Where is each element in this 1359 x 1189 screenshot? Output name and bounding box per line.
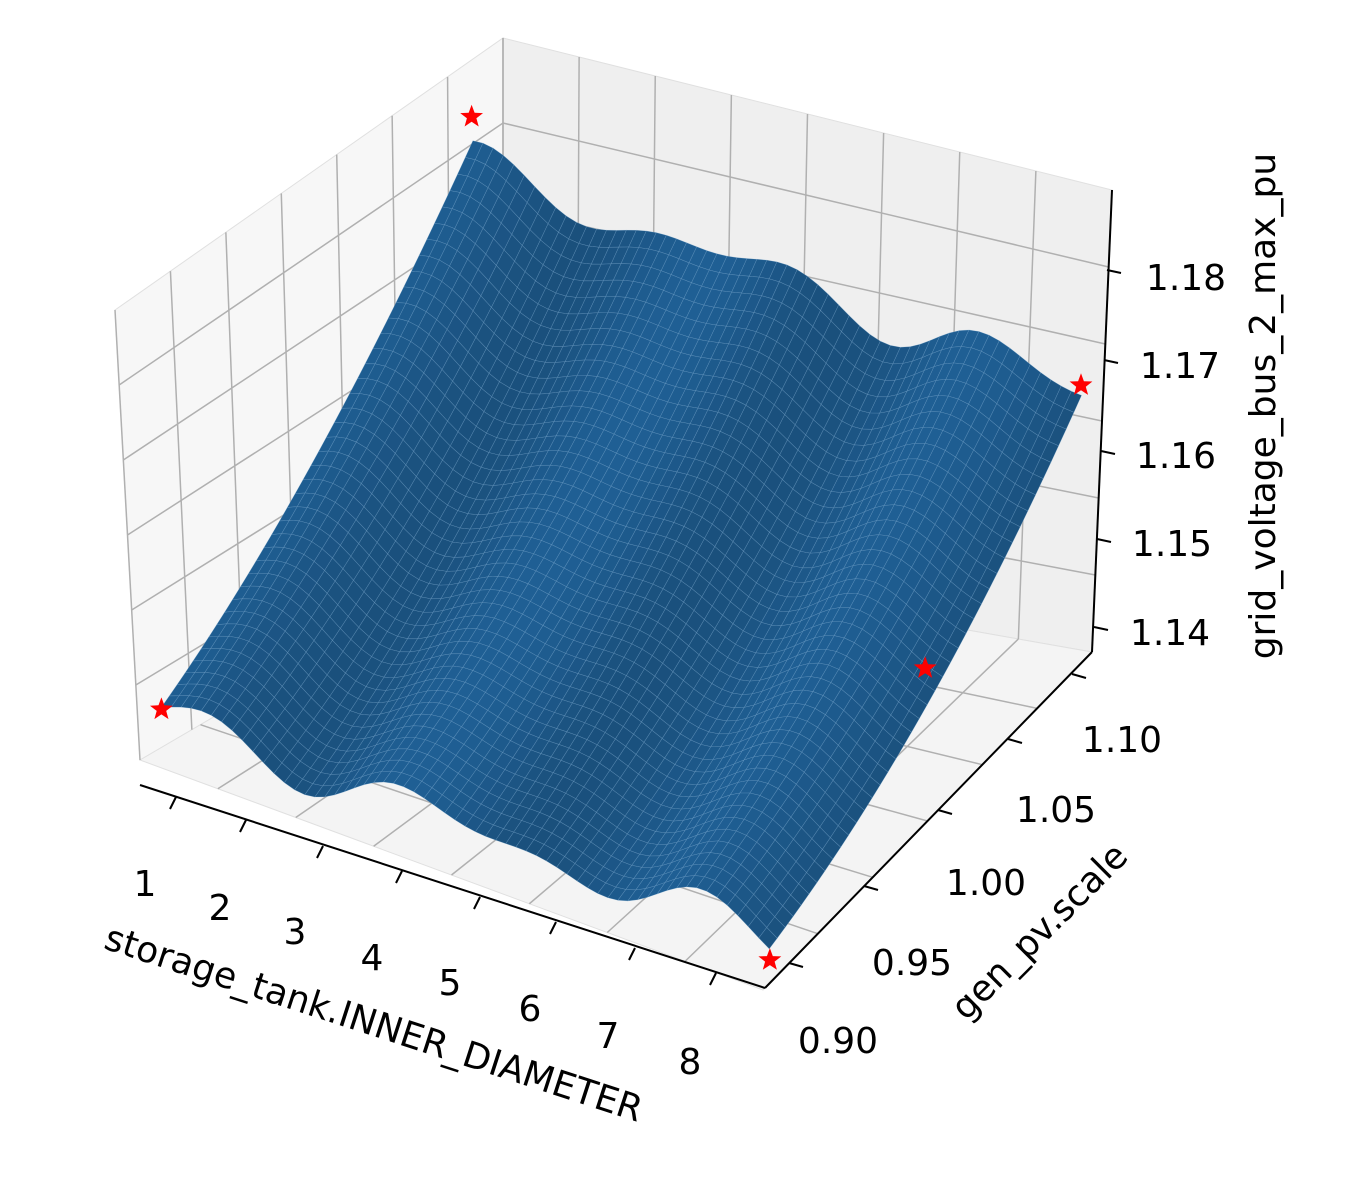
surface-cell [845,800,865,824]
highlight-star-marker [460,104,483,127]
y-tick-label: 1.05 [1016,790,1096,831]
axis-ticks [169,269,1122,986]
surface-cell [814,849,834,872]
y-tick [1007,738,1023,744]
surface-cell [1063,390,1082,413]
surface-cell [1055,407,1075,430]
x-axis-line [139,784,766,989]
x-tick [473,896,481,910]
x-tick [316,845,324,859]
surface-cell [822,837,842,860]
x-tick-label: 1 [134,864,157,905]
x-tick-label: 7 [597,1016,620,1057]
surface-cell [986,552,1006,574]
surface-cell [1032,457,1052,480]
x-tick [395,870,403,884]
surface-cell [1017,489,1036,512]
x-tick-label: 5 [439,963,462,1004]
z-tick-label: 1.15 [1132,524,1212,565]
surface-cell [758,927,778,950]
surface-cell [806,860,826,884]
z-tick-label: 1.14 [1130,613,1210,654]
z-tick [1106,269,1122,274]
surface-cell [1048,424,1067,447]
z-tick-label: 1.17 [1140,346,1220,387]
z-tick-label: 1.16 [1136,436,1216,477]
x-tick [169,796,177,810]
surface-cell [782,894,802,917]
x-tick-label: 8 [679,1042,702,1083]
x-tick-label: 4 [361,938,384,979]
z-axis-line [1091,189,1113,653]
y-axis-line [764,651,1093,989]
z-tick [1103,359,1119,364]
y-tick [788,962,804,968]
y-tick-label: 0.90 [798,1021,878,1062]
highlighted-points [150,104,1093,970]
x-tick-label: 3 [284,912,307,953]
z-tick-label: 1.18 [1146,258,1226,299]
x-tick [549,921,557,935]
y-tick [1071,673,1087,679]
x-tick [239,819,247,833]
y-tick [937,809,953,815]
highlight-star-marker [150,697,173,720]
y-tick-label: 1.10 [1082,720,1162,761]
z-axis-label: grid_voltage_bus_2_max_pu [1243,153,1284,659]
highlight-star-marker [913,656,937,678]
y-tick [863,885,879,891]
surface-cell [892,723,912,747]
surface-cell [861,775,881,799]
surface-cell [766,916,786,939]
grid-line [118,122,1109,386]
z-tick [1093,626,1109,631]
x-tick-label: 2 [209,888,232,929]
z-tick [1100,450,1116,455]
z-tick [1096,538,1112,543]
y-tick-label: 0.95 [872,943,952,984]
highlight-star-marker [1069,373,1093,395]
x-tick-label: 6 [519,989,542,1030]
highlight-star-marker [758,948,782,970]
x-tick [709,972,717,986]
x-tick [628,947,636,961]
surface-cell [994,536,1013,559]
surface-mesh [160,140,1082,950]
surface-cell [916,683,936,706]
y-tick-label: 1.00 [946,863,1026,904]
